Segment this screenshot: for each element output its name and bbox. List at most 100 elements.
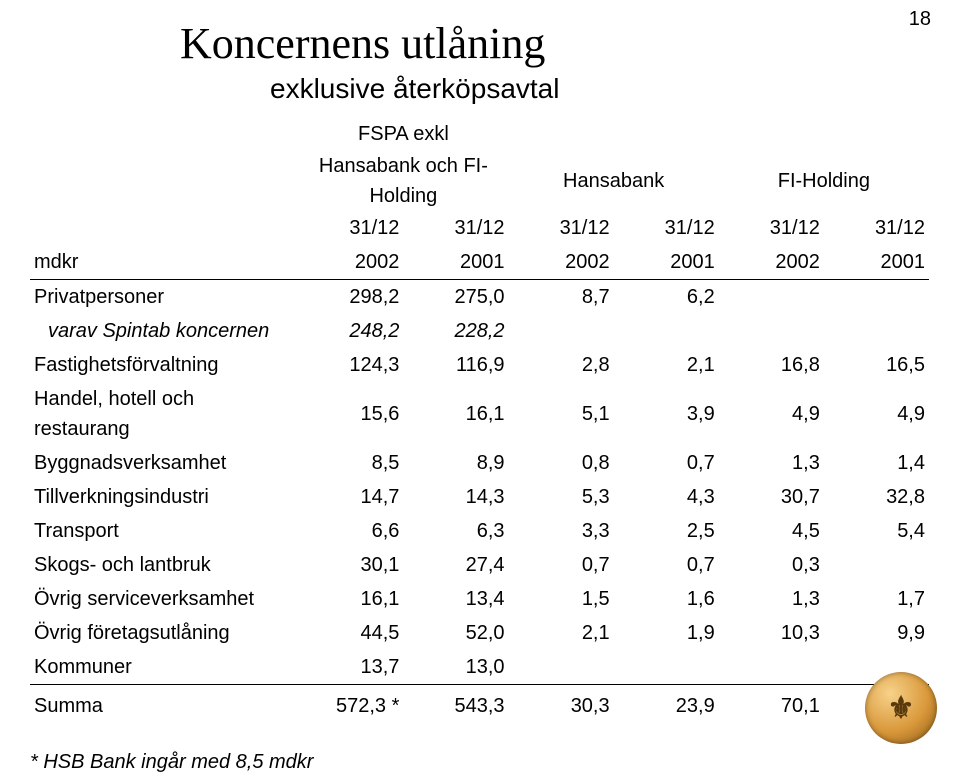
footnote: * HSB Bank ingår med 8,5 mdkr [30, 751, 929, 774]
cell: 14,7 [298, 480, 403, 514]
row-label: Tillverkningsindustri [30, 480, 298, 514]
table-row: Transport 6,6 6,3 3,3 2,5 4,5 5,4 [30, 514, 929, 548]
col-year-1: 2002 [298, 245, 403, 280]
cell: 16,1 [403, 382, 508, 446]
cell: 32,8 [824, 480, 929, 514]
table-row: Handel, hotell och restaurang 15,6 16,1 … [30, 382, 929, 446]
col-year-3: 2002 [509, 245, 614, 280]
cell: 16,8 [719, 348, 824, 382]
table-row: Övrig serviceverksamhet 16,1 13,4 1,5 1,… [30, 582, 929, 616]
cell [614, 650, 719, 685]
row-label: Övrig serviceverksamhet [30, 582, 298, 616]
row-label: Fastighetsförvaltning [30, 348, 298, 382]
cell: 0,7 [614, 548, 719, 582]
cell [719, 314, 824, 348]
cell: 30,7 [719, 480, 824, 514]
row-label: Handel, hotell och restaurang [30, 382, 298, 446]
cell: 5,1 [509, 382, 614, 446]
cell: 4,9 [824, 382, 929, 446]
cell: 10,3 [719, 616, 824, 650]
cell [719, 280, 824, 315]
table-row: Övrig företagsutlåning 44,5 52,0 2,1 1,9… [30, 616, 929, 650]
cell: 298,2 [298, 280, 403, 315]
cell: 14,3 [403, 480, 508, 514]
cell: 4,5 [719, 514, 824, 548]
row-label: Byggnadsverksamhet [30, 446, 298, 480]
row-label: Privatpersoner [30, 280, 298, 315]
cell: 0,3 [719, 548, 824, 582]
row-label: Kommuner [30, 650, 298, 685]
cell: 8,7 [509, 280, 614, 315]
row-label: Transport [30, 514, 298, 548]
cell: 3,3 [509, 514, 614, 548]
table-row: Privatpersoner 298,2 275,0 8,7 6,2 [30, 280, 929, 315]
cell: 3,9 [614, 382, 719, 446]
table-row: Tillverkningsindustri 14,7 14,3 5,3 4,3 … [30, 480, 929, 514]
cell [719, 650, 824, 685]
group1-header-bottom: Hansabank och FI-Holding [298, 149, 508, 211]
group3-header: FI-Holding [719, 149, 929, 211]
cell [614, 314, 719, 348]
col-sub-4a: 31/12 [614, 211, 719, 245]
row-label: Övrig företagsutlåning [30, 616, 298, 650]
cell: 13,7 [298, 650, 403, 685]
cell: 4,9 [719, 382, 824, 446]
col-sub-5a: 31/12 [719, 211, 824, 245]
sum-cell: 70,1 [719, 685, 824, 724]
cell: 248,2 [298, 314, 403, 348]
cell: 116,9 [403, 348, 508, 382]
cell: 16,1 [298, 582, 403, 616]
cell: 1,3 [719, 582, 824, 616]
cell: 44,5 [298, 616, 403, 650]
cell: 4,3 [614, 480, 719, 514]
col-sub-6a: 31/12 [824, 211, 929, 245]
cell: 1,4 [824, 446, 929, 480]
page-number: 18 [909, 8, 931, 31]
mdkr-label: mdkr [30, 245, 298, 280]
sum-label: Summa [30, 685, 298, 724]
cell: 27,4 [403, 548, 508, 582]
cell: 1,9 [614, 616, 719, 650]
cell [824, 314, 929, 348]
cell: 6,6 [298, 514, 403, 548]
bank-logo-icon: ⚜ [865, 672, 937, 744]
group1-header-top: FSPA exkl [298, 117, 508, 149]
sum-cell: 572,3 * [298, 685, 403, 724]
cell [509, 314, 614, 348]
sum-star: * [392, 695, 400, 717]
table-row: Skogs- och lantbruk 30,1 27,4 0,7 0,7 0,… [30, 548, 929, 582]
cell: 6,3 [403, 514, 508, 548]
lending-table: FSPA exkl Hansabank och FI-Holding Hansa… [30, 117, 929, 723]
cell: 5,3 [509, 480, 614, 514]
cell: 1,3 [719, 446, 824, 480]
cell: 2,5 [614, 514, 719, 548]
row-label-indent: varav Spintab koncernen [30, 314, 298, 348]
cell: 0,8 [509, 446, 614, 480]
page-subtitle: exklusive återköpsavtal [270, 73, 929, 105]
col-year-4: 2001 [614, 245, 719, 280]
row-label: Skogs- och lantbruk [30, 548, 298, 582]
cell: 2,8 [509, 348, 614, 382]
sum-cell: 543,3 [403, 685, 508, 724]
cell: 2,1 [614, 348, 719, 382]
sum-c1: 572,3 [336, 695, 386, 717]
cell: 1,6 [614, 582, 719, 616]
cell [824, 548, 929, 582]
cell: 5,4 [824, 514, 929, 548]
cell: 8,9 [403, 446, 508, 480]
table-row: Kommuner 13,7 13,0 [30, 650, 929, 685]
cell: 8,5 [298, 446, 403, 480]
sum-cell: 23,9 [614, 685, 719, 724]
cell: 1,5 [509, 582, 614, 616]
sum-row: Summa 572,3 * 543,3 30,3 23,9 70,1 72,6 [30, 685, 929, 724]
cell [824, 280, 929, 315]
cell: 13,4 [403, 582, 508, 616]
col-sub-2a: 31/12 [403, 211, 508, 245]
cell: 9,9 [824, 616, 929, 650]
cell: 52,0 [403, 616, 508, 650]
cell: 124,3 [298, 348, 403, 382]
col-sub-1a: 31/12 [298, 211, 403, 245]
cell: 15,6 [298, 382, 403, 446]
cell: 0,7 [509, 548, 614, 582]
col-sub-3a: 31/12 [509, 211, 614, 245]
